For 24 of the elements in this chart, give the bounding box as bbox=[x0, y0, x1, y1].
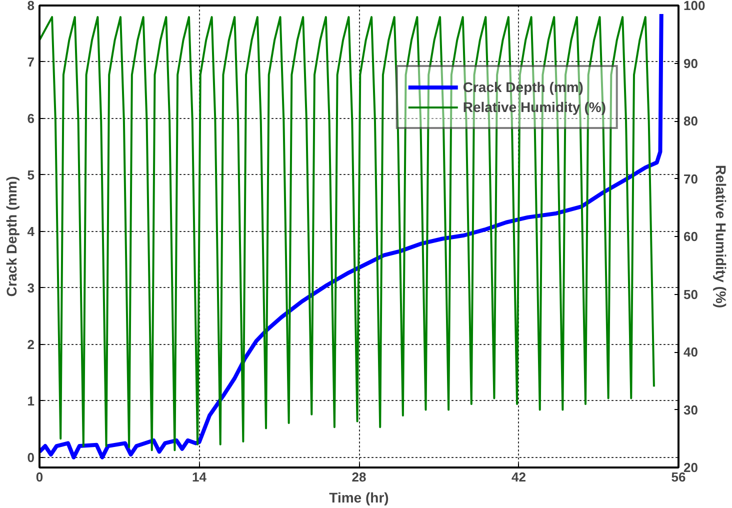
y2-tick-label: 80 bbox=[684, 114, 698, 128]
y2-tick-label: 90 bbox=[684, 56, 698, 71]
y-tick-label: 7 bbox=[27, 54, 35, 70]
y2-tick-label: 40 bbox=[684, 344, 698, 360]
y-tick-label: 4 bbox=[27, 224, 36, 239]
x-axis-title: Time (hr) bbox=[329, 490, 389, 506]
y-tick-label: 6 bbox=[27, 110, 35, 126]
y2-axis-title: Relative Humidity (%) bbox=[713, 164, 730, 308]
x-tick-label: 28 bbox=[352, 470, 366, 484]
y2-tick-label: 60 bbox=[684, 229, 698, 244]
y-tick-label: 2 bbox=[27, 336, 35, 352]
y2-tick-label: 20 bbox=[684, 460, 698, 475]
y-tick-label: 0 bbox=[27, 450, 35, 465]
y2-tick-label: 50 bbox=[684, 286, 698, 302]
y2-tick-label: 70 bbox=[684, 171, 698, 186]
y-axis-title: Crack Depth (mm) bbox=[3, 176, 20, 297]
y2-tick-label: 30 bbox=[684, 402, 698, 418]
x-tick-label: 42 bbox=[512, 470, 526, 484]
y2-tick-label: 100 bbox=[684, 0, 706, 13]
x-tick-label: 14 bbox=[192, 470, 208, 484]
y-tick-label: 5 bbox=[27, 167, 35, 182]
y-tick-label: 3 bbox=[27, 280, 35, 296]
y-tick-label: 8 bbox=[27, 0, 35, 13]
y-tick-label: 1 bbox=[27, 393, 35, 408]
